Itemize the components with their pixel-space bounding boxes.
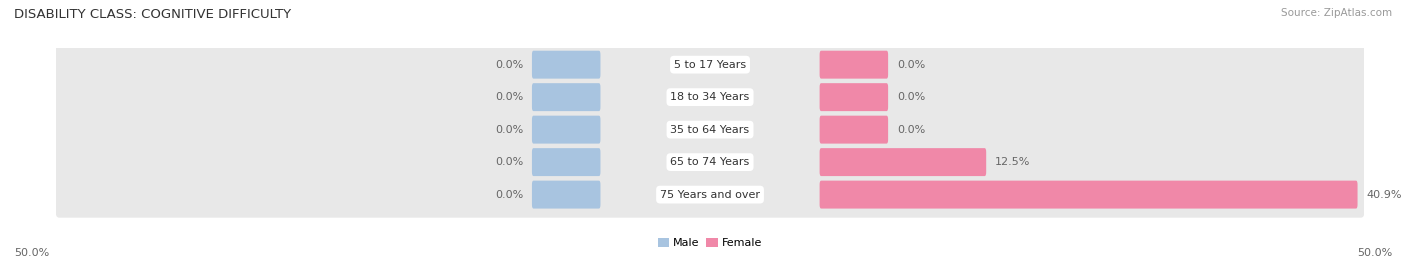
FancyBboxPatch shape [820,148,986,176]
Text: Source: ZipAtlas.com: Source: ZipAtlas.com [1281,8,1392,18]
Text: 50.0%: 50.0% [1357,248,1392,258]
FancyBboxPatch shape [820,180,1358,208]
Text: 0.0%: 0.0% [495,92,523,102]
Text: 0.0%: 0.0% [495,60,523,70]
FancyBboxPatch shape [531,51,600,79]
FancyBboxPatch shape [55,106,1365,153]
FancyBboxPatch shape [55,138,1365,185]
Text: 50.0%: 50.0% [14,248,49,258]
Text: 0.0%: 0.0% [495,157,523,167]
Text: 0.0%: 0.0% [897,125,925,134]
Text: 0.0%: 0.0% [495,190,523,200]
Text: 35 to 64 Years: 35 to 64 Years [671,125,749,134]
FancyBboxPatch shape [531,83,600,111]
FancyBboxPatch shape [531,148,600,176]
Text: 0.0%: 0.0% [897,92,925,102]
Text: 75 Years and over: 75 Years and over [659,190,761,200]
FancyBboxPatch shape [55,41,1365,88]
FancyBboxPatch shape [820,116,889,144]
FancyBboxPatch shape [820,51,889,79]
FancyBboxPatch shape [820,83,889,111]
Text: 12.5%: 12.5% [995,157,1031,167]
Text: 65 to 74 Years: 65 to 74 Years [671,157,749,167]
Text: 18 to 34 Years: 18 to 34 Years [671,92,749,102]
Text: 0.0%: 0.0% [897,60,925,70]
Text: DISABILITY CLASS: COGNITIVE DIFFICULTY: DISABILITY CLASS: COGNITIVE DIFFICULTY [14,8,291,21]
Text: 40.9%: 40.9% [1367,190,1402,200]
FancyBboxPatch shape [531,116,600,144]
FancyBboxPatch shape [55,171,1365,218]
Text: 5 to 17 Years: 5 to 17 Years [673,60,747,70]
FancyBboxPatch shape [531,180,600,208]
Legend: Male, Female: Male, Female [654,234,766,253]
Text: 0.0%: 0.0% [495,125,523,134]
FancyBboxPatch shape [55,73,1365,120]
